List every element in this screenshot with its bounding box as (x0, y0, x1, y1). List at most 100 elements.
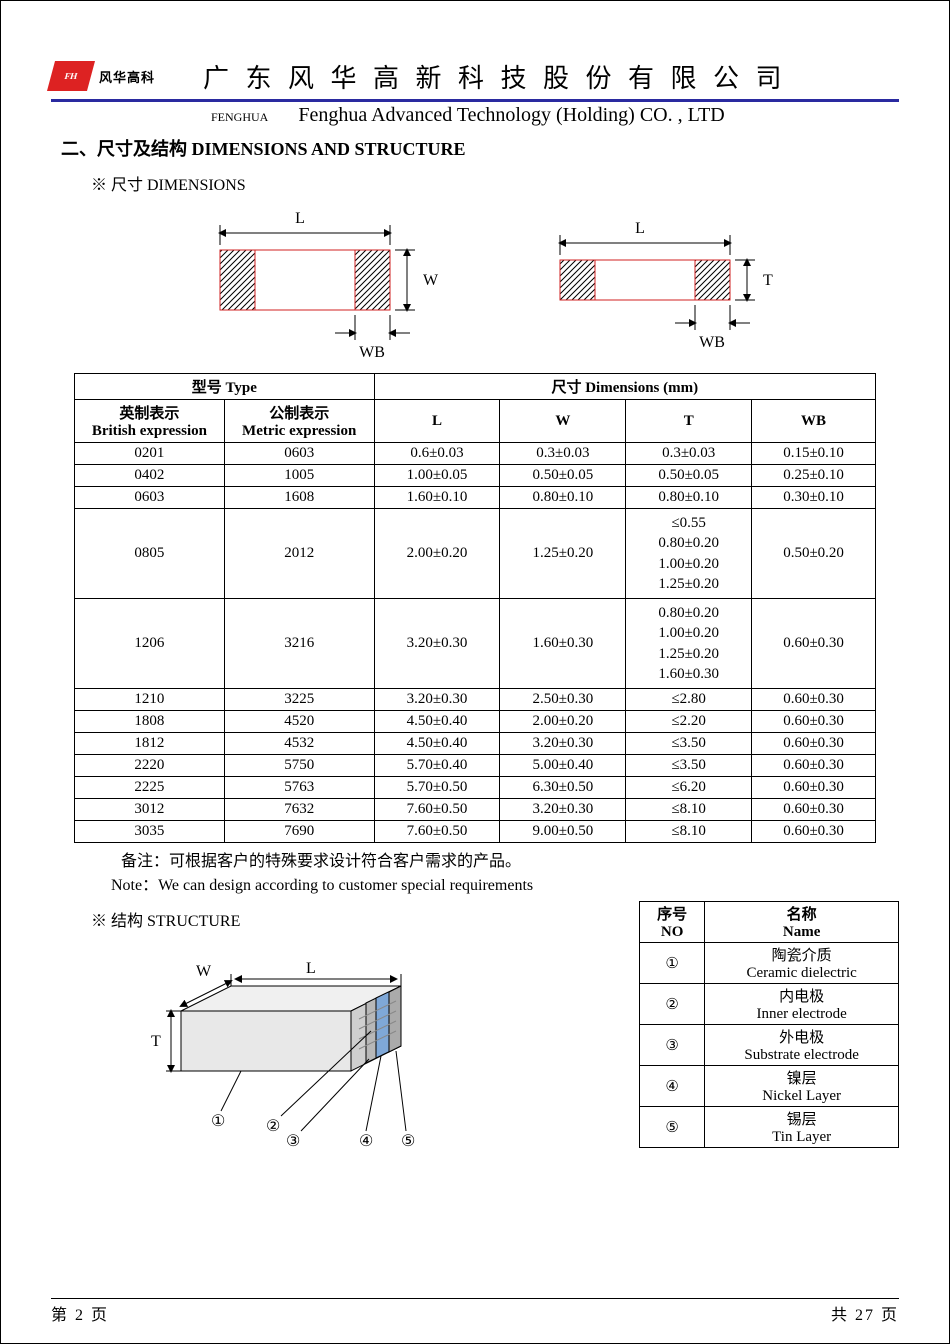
divider-line (51, 99, 899, 102)
th-type: 型号 Type (75, 374, 375, 400)
dimension-diagrams: L W WB L T (51, 205, 899, 365)
cell-W: 3.20±0.30 (500, 733, 626, 755)
cell-WB: 0.60±0.30 (752, 711, 876, 733)
cell-WB: 0.60±0.30 (752, 755, 876, 777)
th-W: W (500, 400, 626, 443)
cell-b: 0805 (75, 509, 225, 599)
cell-W: 0.50±0.05 (500, 465, 626, 487)
cell-T: ≤3.50 (626, 755, 752, 777)
struct-name: 镍层Nickel Layer (705, 1066, 899, 1107)
cell-L: 7.60±0.50 (374, 799, 500, 821)
cell-m: 1005 (224, 465, 374, 487)
cell-L: 3.20±0.30 (374, 599, 500, 689)
fenghua-label: FENGHUA (211, 110, 268, 125)
struct-T: T (151, 1033, 161, 1050)
cell-WB: 0.30±0.10 (752, 487, 876, 509)
label-L: L (295, 210, 305, 227)
struct-row: ②内电极Inner electrode (640, 984, 899, 1025)
cell-L: 1.60±0.10 (374, 487, 500, 509)
cell-WB: 0.60±0.30 (752, 599, 876, 689)
table-row: 120632163.20±0.301.60±0.300.80±0.201.00±… (75, 599, 876, 689)
cell-b: 1812 (75, 733, 225, 755)
cell-m: 3225 (224, 689, 374, 711)
cell-m: 4532 (224, 733, 374, 755)
callout-4: ④ (359, 1133, 373, 1150)
cell-WB: 0.60±0.30 (752, 733, 876, 755)
struct-row: ③外电极Substrate electrode (640, 1025, 899, 1066)
cell-m: 7690 (224, 821, 374, 843)
th-metric: 公制表示 Metric expression (224, 400, 374, 443)
callout-5: ⑤ (401, 1133, 415, 1150)
cell-T: ≤8.10 (626, 821, 752, 843)
label-WB: WB (359, 344, 385, 361)
cell-WB: 0.15±0.10 (752, 443, 876, 465)
cell-b: 0201 (75, 443, 225, 465)
st-no-en: NO (646, 924, 698, 941)
cell-b: 1808 (75, 711, 225, 733)
company-logo: FH (47, 61, 95, 91)
cell-W: 2.50±0.30 (500, 689, 626, 711)
page: FH 风华高科 广 东 风 华 高 新 科 技 股 份 有 限 公 司 FENG… (0, 0, 950, 1344)
section-title: 二、尺寸及结构 DIMENSIONS AND STRUCTURE (61, 135, 899, 161)
side-view-diagram: L T WB (505, 205, 785, 365)
callout-3: ③ (286, 1133, 300, 1150)
callout-2: ② (266, 1118, 280, 1135)
cell-W: 5.00±0.40 (500, 755, 626, 777)
subheader: FENGHUA Fenghua Advanced Technology (Hol… (211, 104, 899, 127)
cell-W: 3.20±0.30 (500, 799, 626, 821)
table-row: 060316081.60±0.100.80±0.100.80±0.100.30±… (75, 487, 876, 509)
cell-W: 0.80±0.10 (500, 487, 626, 509)
th-british: 英制表示 British expression (75, 400, 225, 443)
cell-WB: 0.25±0.10 (752, 465, 876, 487)
cell-L: 5.70±0.50 (374, 777, 500, 799)
struct-no: ② (640, 984, 705, 1025)
struct-row: ④镍层Nickel Layer (640, 1066, 899, 1107)
struct-name: 陶瓷介质Ceramic dielectric (705, 943, 899, 984)
cell-m: 1608 (224, 487, 374, 509)
cell-m: 7632 (224, 799, 374, 821)
cell-m: 0603 (224, 443, 374, 465)
cell-b: 2225 (75, 777, 225, 799)
cell-b: 0603 (75, 487, 225, 509)
logo-text-cn: 风华高科 (99, 67, 155, 86)
struct-name: 外电极Substrate electrode (705, 1025, 899, 1066)
label-L2: L (635, 220, 645, 237)
page-current: 第 2 页 (51, 1301, 109, 1325)
th-metric-en: Metric expression (229, 423, 370, 440)
cell-b: 1210 (75, 689, 225, 711)
table-row: 080520122.00±0.201.25±0.20≤0.550.80±0.20… (75, 509, 876, 599)
cell-L: 4.50±0.40 (374, 711, 500, 733)
struct-name: 内电极Inner electrode (705, 984, 899, 1025)
table-row: 181245324.50±0.403.20±0.30≤3.500.60±0.30 (75, 733, 876, 755)
cell-L: 5.70±0.40 (374, 755, 500, 777)
company-name-cn: 广 东 风 华 高 新 科 技 股 份 有 限 公 司 (203, 58, 787, 95)
th-british-cn: 英制表示 (79, 402, 220, 423)
st-no: 序号 NO (640, 902, 705, 943)
table-row: 020106030.6±0.030.3±0.030.3±0.030.15±0.1… (75, 443, 876, 465)
th-T: T (626, 400, 752, 443)
cell-T: ≤0.550.80±0.201.00±0.201.25±0.20 (626, 509, 752, 599)
callout-1: ① (211, 1113, 225, 1130)
footer: 第 2 页 共 27 页 (51, 1298, 899, 1325)
struct-no: ③ (640, 1025, 705, 1066)
cell-L: 1.00±0.05 (374, 465, 500, 487)
cell-W: 6.30±0.50 (500, 777, 626, 799)
cell-WB: 0.60±0.30 (752, 799, 876, 821)
cell-T: ≤6.20 (626, 777, 752, 799)
dimensions-subtitle: ※ 尺寸 DIMENSIONS (91, 171, 899, 195)
label-T: T (763, 272, 773, 289)
table-row: 040210051.00±0.050.50±0.050.50±0.050.25±… (75, 465, 876, 487)
cell-T: 0.50±0.05 (626, 465, 752, 487)
cell-b: 0402 (75, 465, 225, 487)
table-row: 303576907.60±0.509.00±0.50≤8.100.60±0.30 (75, 821, 876, 843)
th-british-en: British expression (79, 423, 220, 440)
cell-WB: 0.50±0.20 (752, 509, 876, 599)
th-L: L (374, 400, 500, 443)
struct-W: W (196, 963, 212, 980)
cell-W: 1.60±0.30 (500, 599, 626, 689)
cell-L: 2.00±0.20 (374, 509, 500, 599)
table-row: 301276327.60±0.503.20±0.30≤8.100.60±0.30 (75, 799, 876, 821)
cell-L: 4.50±0.40 (374, 733, 500, 755)
dimensions-table: 型号 Type 尺寸 Dimensions (mm) 英制表示 British … (74, 373, 876, 843)
cell-m: 4520 (224, 711, 374, 733)
